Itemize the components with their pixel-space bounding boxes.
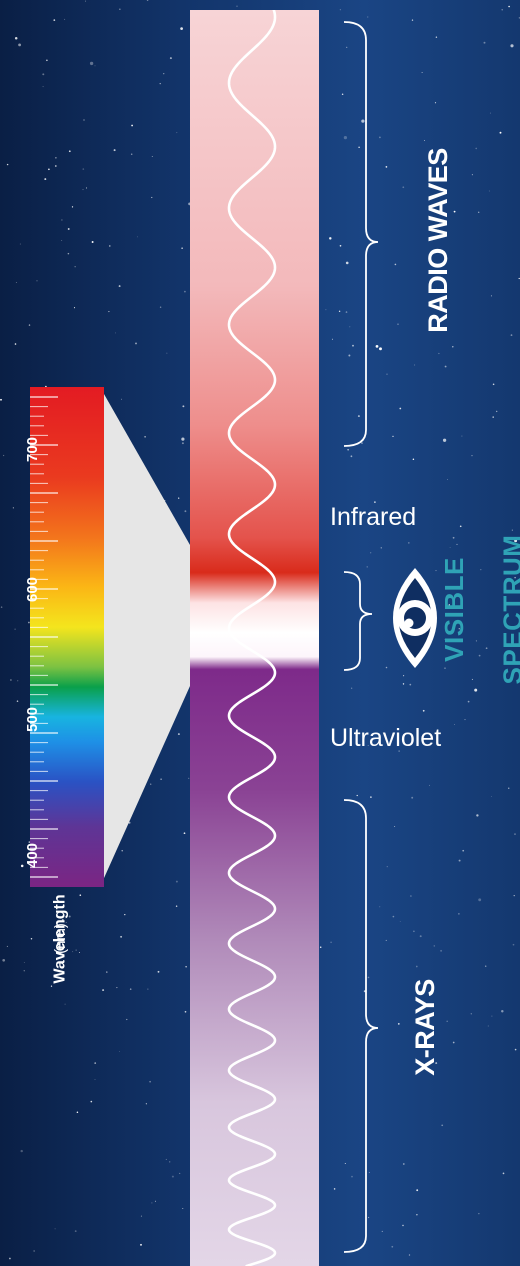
radio-brace <box>343 21 379 447</box>
wave-line <box>227 10 277 1266</box>
infrared-label: Infrared <box>330 503 417 531</box>
spectrum-band <box>190 10 319 1266</box>
visible-brace <box>343 571 373 671</box>
ultraviolet-label: Ultraviolet <box>330 724 442 752</box>
wavelength-ticks <box>30 396 58 878</box>
xray-brace <box>343 799 379 1253</box>
